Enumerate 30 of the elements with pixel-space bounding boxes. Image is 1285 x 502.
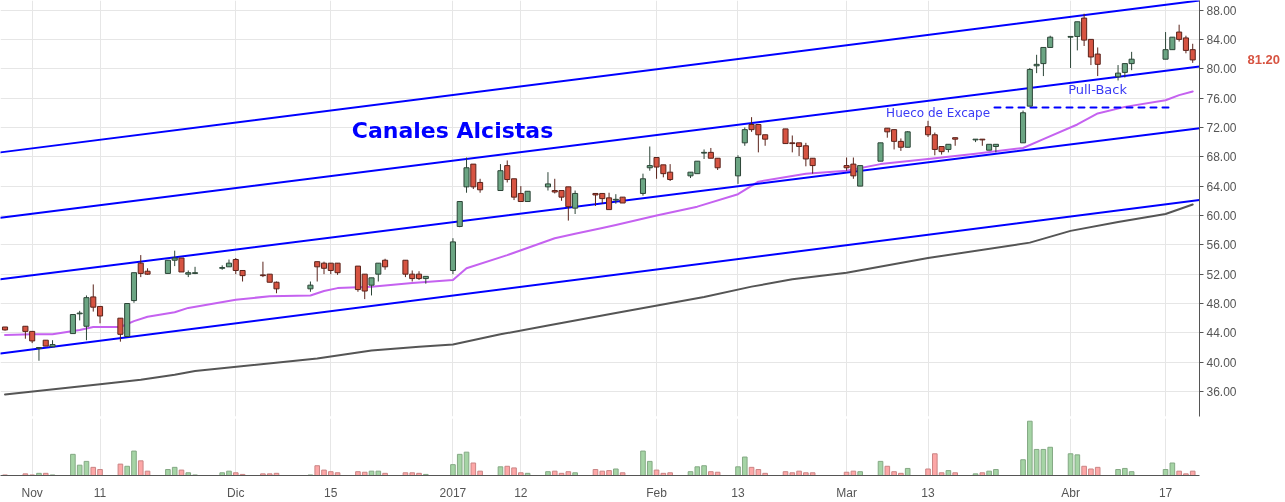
- annotation: Canales Alcistas: [351, 117, 554, 143]
- x-tick-label: 2017: [439, 485, 467, 500]
- x-tick-label: Feb: [646, 485, 668, 500]
- text: 81.20: [1247, 52, 1281, 68]
- y-tick-label: 48.00: [1206, 297, 1237, 312]
- x-tick-label: Mar: [836, 485, 857, 500]
- x-tick-label: Dic: [227, 485, 245, 500]
- y-tick-label: 88.00: [1206, 3, 1237, 18]
- y-tick-label: 64.00: [1206, 179, 1237, 194]
- y-tick-label: 76.00: [1206, 91, 1237, 106]
- y-tick-label: 56.00: [1206, 238, 1237, 253]
- x-tick-label: Nov: [21, 485, 43, 500]
- x-tick-label: 12: [514, 485, 528, 500]
- y-tick-label: 36.00: [1206, 385, 1237, 400]
- y-tick-label: 68.00: [1206, 150, 1237, 165]
- x-tick-label: Abr: [1061, 485, 1080, 500]
- x-tick-label: 17: [1158, 485, 1173, 500]
- y-tick-label: 72.00: [1206, 120, 1237, 135]
- y-tick-label: 60.00: [1206, 208, 1237, 223]
- y-tick-label: 80.00: [1206, 62, 1237, 77]
- annotation: Hueco de Excape: [886, 105, 991, 120]
- y-tick-label: 84.00: [1206, 32, 1237, 47]
- y-tick-label: 44.00: [1206, 326, 1237, 341]
- y-tick-label: 52.00: [1206, 267, 1237, 282]
- x-tick-label: 13: [731, 485, 745, 500]
- x-tick-label: 11: [93, 485, 107, 500]
- x-tick-label: 13: [921, 485, 936, 500]
- x-tick-label: 15: [324, 485, 338, 500]
- annotation: Pull-Back: [1068, 82, 1128, 98]
- y-tick-label: 40.00: [1206, 355, 1237, 370]
